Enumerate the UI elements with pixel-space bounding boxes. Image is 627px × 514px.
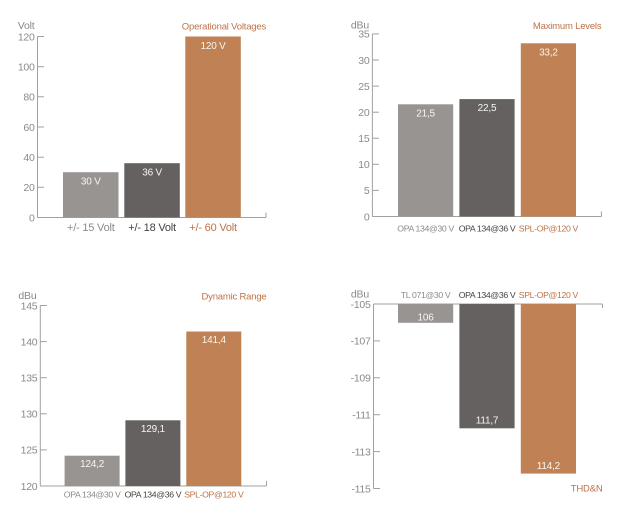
svg-text:+/- 18 Volt: +/- 18 Volt xyxy=(128,222,176,234)
svg-text:20: 20 xyxy=(23,182,35,194)
svg-text:22,5: 22,5 xyxy=(478,103,497,114)
svg-text:Operational Voltages: Operational Voltages xyxy=(182,22,267,33)
svg-text:40: 40 xyxy=(23,152,35,164)
svg-text:30 V: 30 V xyxy=(81,177,101,188)
svg-text:25: 25 xyxy=(358,81,370,93)
svg-text:dBu: dBu xyxy=(351,289,369,301)
svg-text:OPA 134@36 V: OPA 134@36 V xyxy=(125,490,182,500)
svg-text:Volt: Volt xyxy=(18,20,35,32)
svg-text:30: 30 xyxy=(358,55,370,67)
svg-text:-105: -105 xyxy=(351,299,371,311)
svg-text:125: 125 xyxy=(21,445,38,457)
svg-text:21,5: 21,5 xyxy=(416,108,435,119)
svg-text:20: 20 xyxy=(358,107,370,119)
svg-text:OPA 134@36 V: OPA 134@36 V xyxy=(459,224,516,234)
svg-text:60: 60 xyxy=(23,122,35,134)
svg-text:SPL-OP@120 V: SPL-OP@120 V xyxy=(519,290,579,300)
svg-text:35: 35 xyxy=(358,29,370,41)
svg-text:SPL-OP@120 V: SPL-OP@120 V xyxy=(184,490,244,500)
svg-text:dBu: dBu xyxy=(351,19,369,31)
svg-text:-111: -111 xyxy=(352,410,371,422)
svg-text:OPA 134@30 V: OPA 134@30 V xyxy=(397,224,454,234)
svg-text:124,2: 124,2 xyxy=(80,459,105,470)
svg-text:141,4: 141,4 xyxy=(202,335,227,346)
svg-text:120 V: 120 V xyxy=(201,41,227,52)
svg-text:dBu: dBu xyxy=(18,290,36,302)
svg-text:5: 5 xyxy=(364,185,370,197)
svg-text:-115: -115 xyxy=(351,483,370,495)
svg-text:OPA 134@30 V: OPA 134@30 V xyxy=(64,490,121,500)
svg-text:111,7: 111,7 xyxy=(476,415,499,426)
svg-text:120: 120 xyxy=(18,31,35,43)
svg-text:140: 140 xyxy=(21,336,38,348)
svg-text:33,2: 33,2 xyxy=(539,47,558,58)
svg-text:145: 145 xyxy=(21,300,38,312)
svg-text:SPL-OP@120 V: SPL-OP@120 V xyxy=(519,224,579,234)
svg-text:-109: -109 xyxy=(351,373,371,385)
svg-text:15: 15 xyxy=(358,133,370,145)
svg-text:114,2: 114,2 xyxy=(537,461,561,472)
svg-text:36 V: 36 V xyxy=(142,168,162,179)
svg-text:135: 135 xyxy=(21,373,38,385)
svg-text:-107: -107 xyxy=(351,336,371,348)
svg-text:100: 100 xyxy=(18,62,35,74)
svg-text:+/- 60 Volt: +/- 60 Volt xyxy=(189,222,237,234)
svg-text:-113: -113 xyxy=(351,446,370,458)
svg-text:+/- 15 Volt: +/- 15 Volt xyxy=(67,222,115,234)
svg-text:129,1: 129,1 xyxy=(141,424,166,435)
svg-text:0: 0 xyxy=(364,211,370,223)
svg-text:120: 120 xyxy=(21,481,38,493)
svg-text:10: 10 xyxy=(358,159,370,171)
svg-text:Maximum Levels: Maximum Levels xyxy=(533,21,602,32)
svg-text:0: 0 xyxy=(29,212,35,224)
svg-text:130: 130 xyxy=(21,409,38,421)
svg-text:TL 071@30 V: TL 071@30 V xyxy=(401,290,451,300)
svg-text:Dynamic Range: Dynamic Range xyxy=(202,292,267,303)
svg-text:80: 80 xyxy=(23,92,35,104)
svg-text:OPA 134@36 V: OPA 134@36 V xyxy=(459,290,516,300)
svg-text:106: 106 xyxy=(418,312,435,323)
svg-text:THD&N: THD&N xyxy=(571,484,603,495)
